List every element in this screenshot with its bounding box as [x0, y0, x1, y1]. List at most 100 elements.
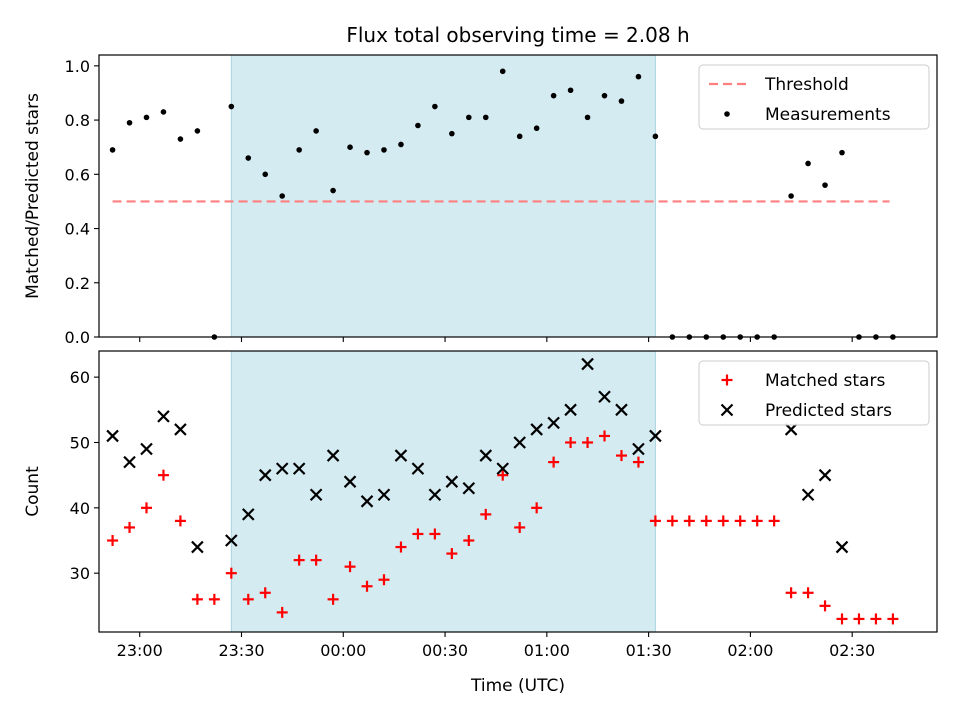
- matched-star-point: [463, 535, 475, 547]
- measurement-point: [330, 187, 336, 194]
- predicted-star-point: [309, 488, 323, 502]
- predicted-star-point: [496, 462, 510, 475]
- matched-star-point: [378, 574, 390, 586]
- bottom-legend: Matched stars Predicted stars: [698, 360, 930, 426]
- matched-star-point: [768, 515, 780, 527]
- measurement-point: [398, 141, 404, 148]
- x-axis-label: Time (UTC): [470, 676, 565, 696]
- top-marks: [109, 55, 896, 340]
- top-axes-frame: [98, 54, 938, 338]
- measurement-point: [415, 122, 421, 129]
- y-tick-label: 40: [70, 499, 90, 518]
- predicted-star-point: [835, 540, 849, 554]
- predicted-star-point: [428, 488, 442, 502]
- matched-star-point: [802, 587, 814, 599]
- matched-star-point: [361, 580, 373, 592]
- matched-star-point: [327, 593, 339, 605]
- measurement-point: [245, 155, 252, 161]
- matched-star-point: [548, 456, 560, 468]
- x-tick-label: 01:00: [524, 641, 570, 660]
- measurement-point: [584, 114, 591, 121]
- x-tick-label: 23:30: [218, 641, 264, 660]
- matched-star-point: [632, 456, 644, 468]
- matched-star-point: [785, 587, 797, 599]
- x-tick-label: 02:30: [829, 641, 875, 660]
- measurement-point: [822, 182, 828, 188]
- matched-star-point: [124, 521, 136, 533]
- matched-star-point: [208, 593, 220, 605]
- x-tick-label: 01:30: [626, 641, 672, 660]
- measurement-point: [109, 147, 116, 153]
- measurement-point: [177, 136, 184, 142]
- measurement-point: [788, 193, 794, 199]
- matched-star-point: [259, 587, 271, 599]
- matched-star-point: [242, 593, 254, 605]
- matched-star-point: [666, 515, 678, 527]
- matched-star-point: [700, 515, 712, 527]
- matched-star-point: [531, 502, 543, 514]
- matched-star-point: [140, 502, 152, 514]
- legend-matched-swatch: [721, 374, 733, 386]
- predicted-star-point: [445, 475, 459, 488]
- measurement-point: [805, 160, 811, 167]
- matched-star-point: [429, 528, 441, 540]
- predicted-star-point: [649, 429, 662, 443]
- matched-star-point: [174, 515, 186, 527]
- matched-star-point: [446, 548, 458, 560]
- measurement-point: [567, 87, 574, 94]
- measurement-point: [482, 114, 489, 121]
- measurement-point: [601, 92, 608, 99]
- measurement-point: [228, 103, 235, 110]
- bottom-axes-frame: [98, 350, 938, 633]
- predicted-star-point: [157, 410, 170, 423]
- matched-star-point: [717, 515, 729, 527]
- predicted-star-point: [530, 423, 543, 436]
- y-tick-label: 50: [70, 433, 90, 452]
- predicted-star-point: [123, 455, 136, 469]
- legend-label: Measurements: [765, 105, 891, 125]
- measurement-point: [533, 125, 540, 132]
- measurement-point: [432, 103, 438, 110]
- bottom-panel: 23:00 23:30 00:00 00:30 01:00 01:30 02:00 02:30…: [23, 350, 938, 696]
- measurement-point: [364, 149, 370, 156]
- y-tick-label: 0.8: [65, 111, 90, 130]
- predicted-star-point: [547, 416, 560, 430]
- matched-star-point: [480, 508, 492, 520]
- matched-star-point: [649, 515, 661, 527]
- predicted-star-point: [394, 449, 408, 462]
- matched-star-point: [615, 450, 627, 462]
- top-observing-span: [231, 55, 656, 337]
- y-tick-label: 0.4: [65, 220, 90, 239]
- y-tick-label: 60: [70, 368, 90, 387]
- y-tick-label: 30: [70, 564, 90, 583]
- matched-star-point: [599, 430, 611, 442]
- measurement-point: [516, 133, 523, 140]
- measurement-point: [296, 147, 302, 153]
- predicted-star-point: [140, 442, 153, 456]
- matched-star-point: [683, 515, 695, 527]
- matched-star-point: [870, 613, 882, 625]
- predicted-star-point: [801, 488, 815, 502]
- x-tick-label: 02:00: [727, 641, 773, 660]
- predicted-star-point: [326, 449, 340, 462]
- matched-star-point: [853, 613, 865, 625]
- figure-title: Flux total observing time = 2.08 h: [346, 23, 689, 47]
- matched-star-point: [836, 613, 848, 625]
- y-tick-label: 0.0: [65, 328, 90, 347]
- measurement-point: [313, 128, 319, 134]
- matched-star-point: [412, 528, 424, 540]
- bottom-observing-span: [231, 351, 656, 632]
- predicted-star-point: [360, 495, 374, 508]
- predicted-star-point: [581, 357, 594, 371]
- bottom-marks: [106, 351, 899, 632]
- predicted-star-point: [242, 508, 255, 521]
- matched-star-point: [344, 561, 356, 573]
- measurement-point: [160, 109, 167, 115]
- predicted-star-point: [564, 403, 577, 417]
- predicted-star-point: [818, 468, 832, 482]
- x-tick-label: 00:00: [320, 641, 366, 660]
- matched-star-point: [514, 521, 526, 533]
- predicted-star-point: [225, 534, 238, 547]
- legend-label: Threshold: [764, 75, 849, 95]
- legend-box: [698, 360, 930, 426]
